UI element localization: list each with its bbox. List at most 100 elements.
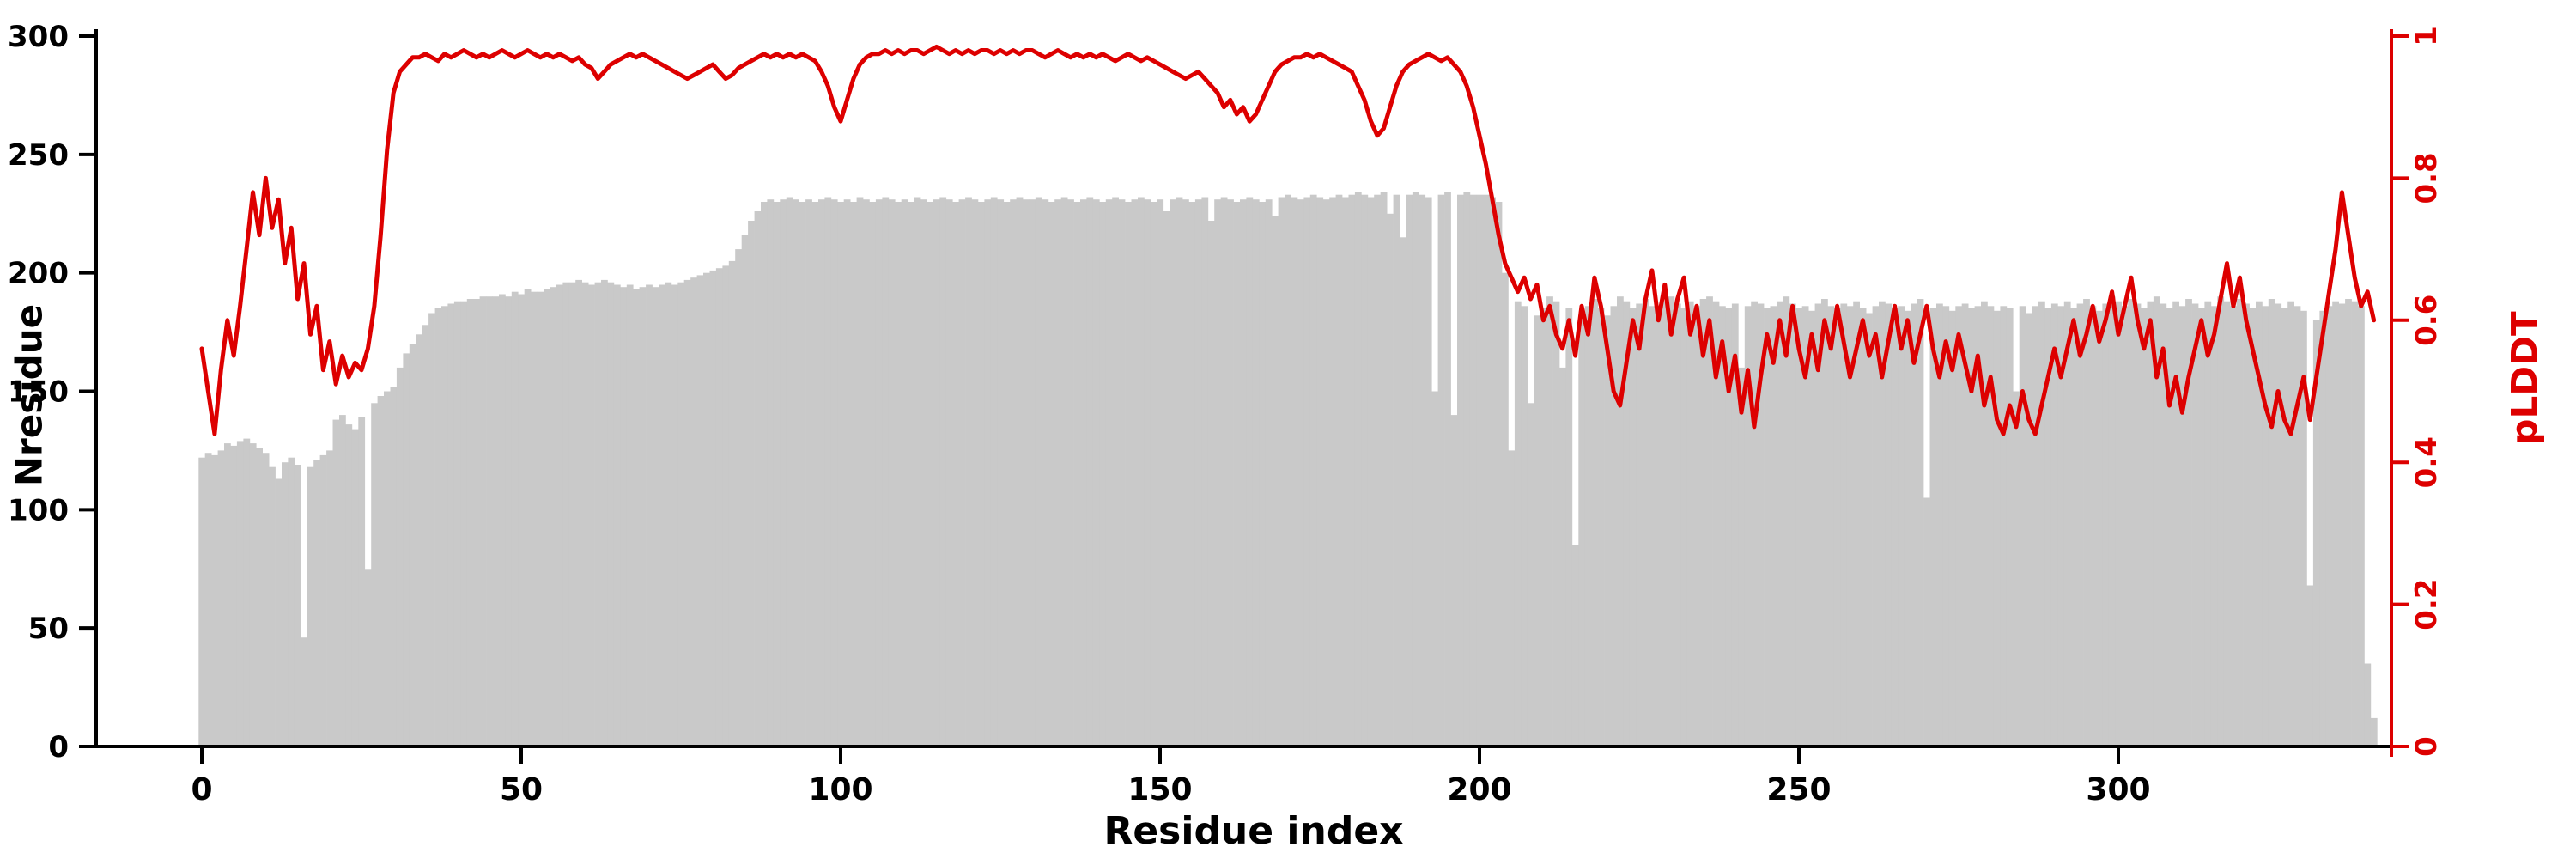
bar: [863, 199, 870, 746]
bar: [1968, 308, 1975, 746]
bar: [1188, 202, 1196, 746]
bar: [2128, 299, 2135, 746]
bar: [390, 387, 398, 746]
bar: [2160, 303, 2167, 746]
bar: [1048, 202, 1055, 746]
bar: [1163, 211, 1170, 746]
bar: [1387, 213, 1394, 747]
bar: [1929, 308, 1937, 746]
bar: [1010, 199, 1017, 746]
bar: [453, 301, 461, 746]
bar: [204, 453, 212, 746]
bar: [460, 301, 468, 746]
bar: [486, 296, 493, 746]
bar: [1674, 303, 1681, 746]
bar: [301, 637, 308, 746]
bar: [2096, 310, 2103, 746]
left-axis-title: Nresidue: [8, 303, 51, 487]
bar: [511, 291, 519, 746]
bar: [1374, 194, 1381, 746]
bar: [1035, 197, 1042, 746]
bar: [1476, 194, 1484, 746]
bar: [1131, 199, 1139, 746]
bar: [339, 415, 346, 746]
bar: [1400, 237, 1406, 746]
bar: [2204, 301, 2212, 746]
bar: [1457, 194, 1464, 746]
bar: [1649, 306, 1656, 746]
bar: [677, 282, 685, 746]
bar: [927, 202, 934, 746]
bar: [518, 294, 526, 746]
bar: [1662, 301, 1668, 746]
x-tick-label: 100: [808, 772, 872, 807]
bar: [818, 199, 825, 746]
bar: [2217, 296, 2225, 746]
bar: [2358, 306, 2365, 746]
bar: [2338, 303, 2346, 746]
bar: [1917, 299, 1924, 746]
bar: [568, 282, 576, 746]
bar: [1118, 199, 1126, 746]
bar: [1706, 296, 1713, 746]
bar: [2076, 303, 2084, 746]
bar: [1923, 497, 1930, 746]
bar: [550, 287, 557, 746]
bar: [1450, 415, 1458, 746]
bar: [2185, 299, 2192, 746]
bar: [901, 199, 908, 746]
bar: [1540, 308, 1547, 746]
bar: [275, 478, 283, 746]
bar: [2019, 306, 2026, 746]
bar: [1686, 301, 1694, 746]
bar: [243, 438, 251, 746]
bar: [2057, 306, 2065, 746]
bar: [978, 202, 985, 746]
x-tick-label: 300: [2086, 772, 2150, 807]
bar: [422, 325, 429, 746]
bar: [703, 272, 710, 746]
bar: [1712, 301, 1720, 746]
bar: [696, 275, 704, 746]
bar: [1495, 202, 1503, 746]
bar: [588, 284, 595, 746]
bar: [1342, 197, 1349, 746]
bar: [1534, 315, 1540, 746]
bar: [2006, 308, 2014, 746]
bar: [1367, 197, 1375, 746]
bar: [1060, 197, 1068, 746]
bar: [2300, 310, 2307, 746]
bar: [1783, 296, 1790, 746]
bar: [416, 334, 422, 746]
bar: [639, 287, 647, 746]
bar: [965, 197, 972, 746]
bar: [1827, 306, 1835, 746]
bar: [2108, 296, 2116, 746]
bar: [594, 282, 602, 746]
bar: [1974, 306, 1982, 746]
bar: [332, 419, 340, 746]
bar: [1872, 306, 1880, 746]
bar: [837, 202, 845, 746]
bar: [256, 448, 263, 746]
bar: [307, 466, 314, 746]
bar: [1157, 199, 1164, 746]
bar: [1086, 197, 1094, 746]
bar: [2249, 308, 2257, 746]
bar: [1291, 197, 1298, 746]
bar: [1194, 199, 1202, 746]
bar: [1482, 194, 1490, 746]
bar: [1731, 303, 1739, 746]
bar: [441, 306, 448, 746]
left-tick-label: 50: [28, 612, 69, 646]
bar: [531, 291, 538, 746]
bar: [1029, 199, 1036, 746]
bar: [2223, 301, 2231, 746]
bar: [1303, 197, 1311, 746]
bar: [728, 260, 736, 746]
bar: [1272, 216, 1279, 746]
bar: [1642, 299, 1649, 746]
bar: [230, 445, 238, 746]
bar: [945, 199, 953, 746]
bar: [1233, 202, 1241, 746]
